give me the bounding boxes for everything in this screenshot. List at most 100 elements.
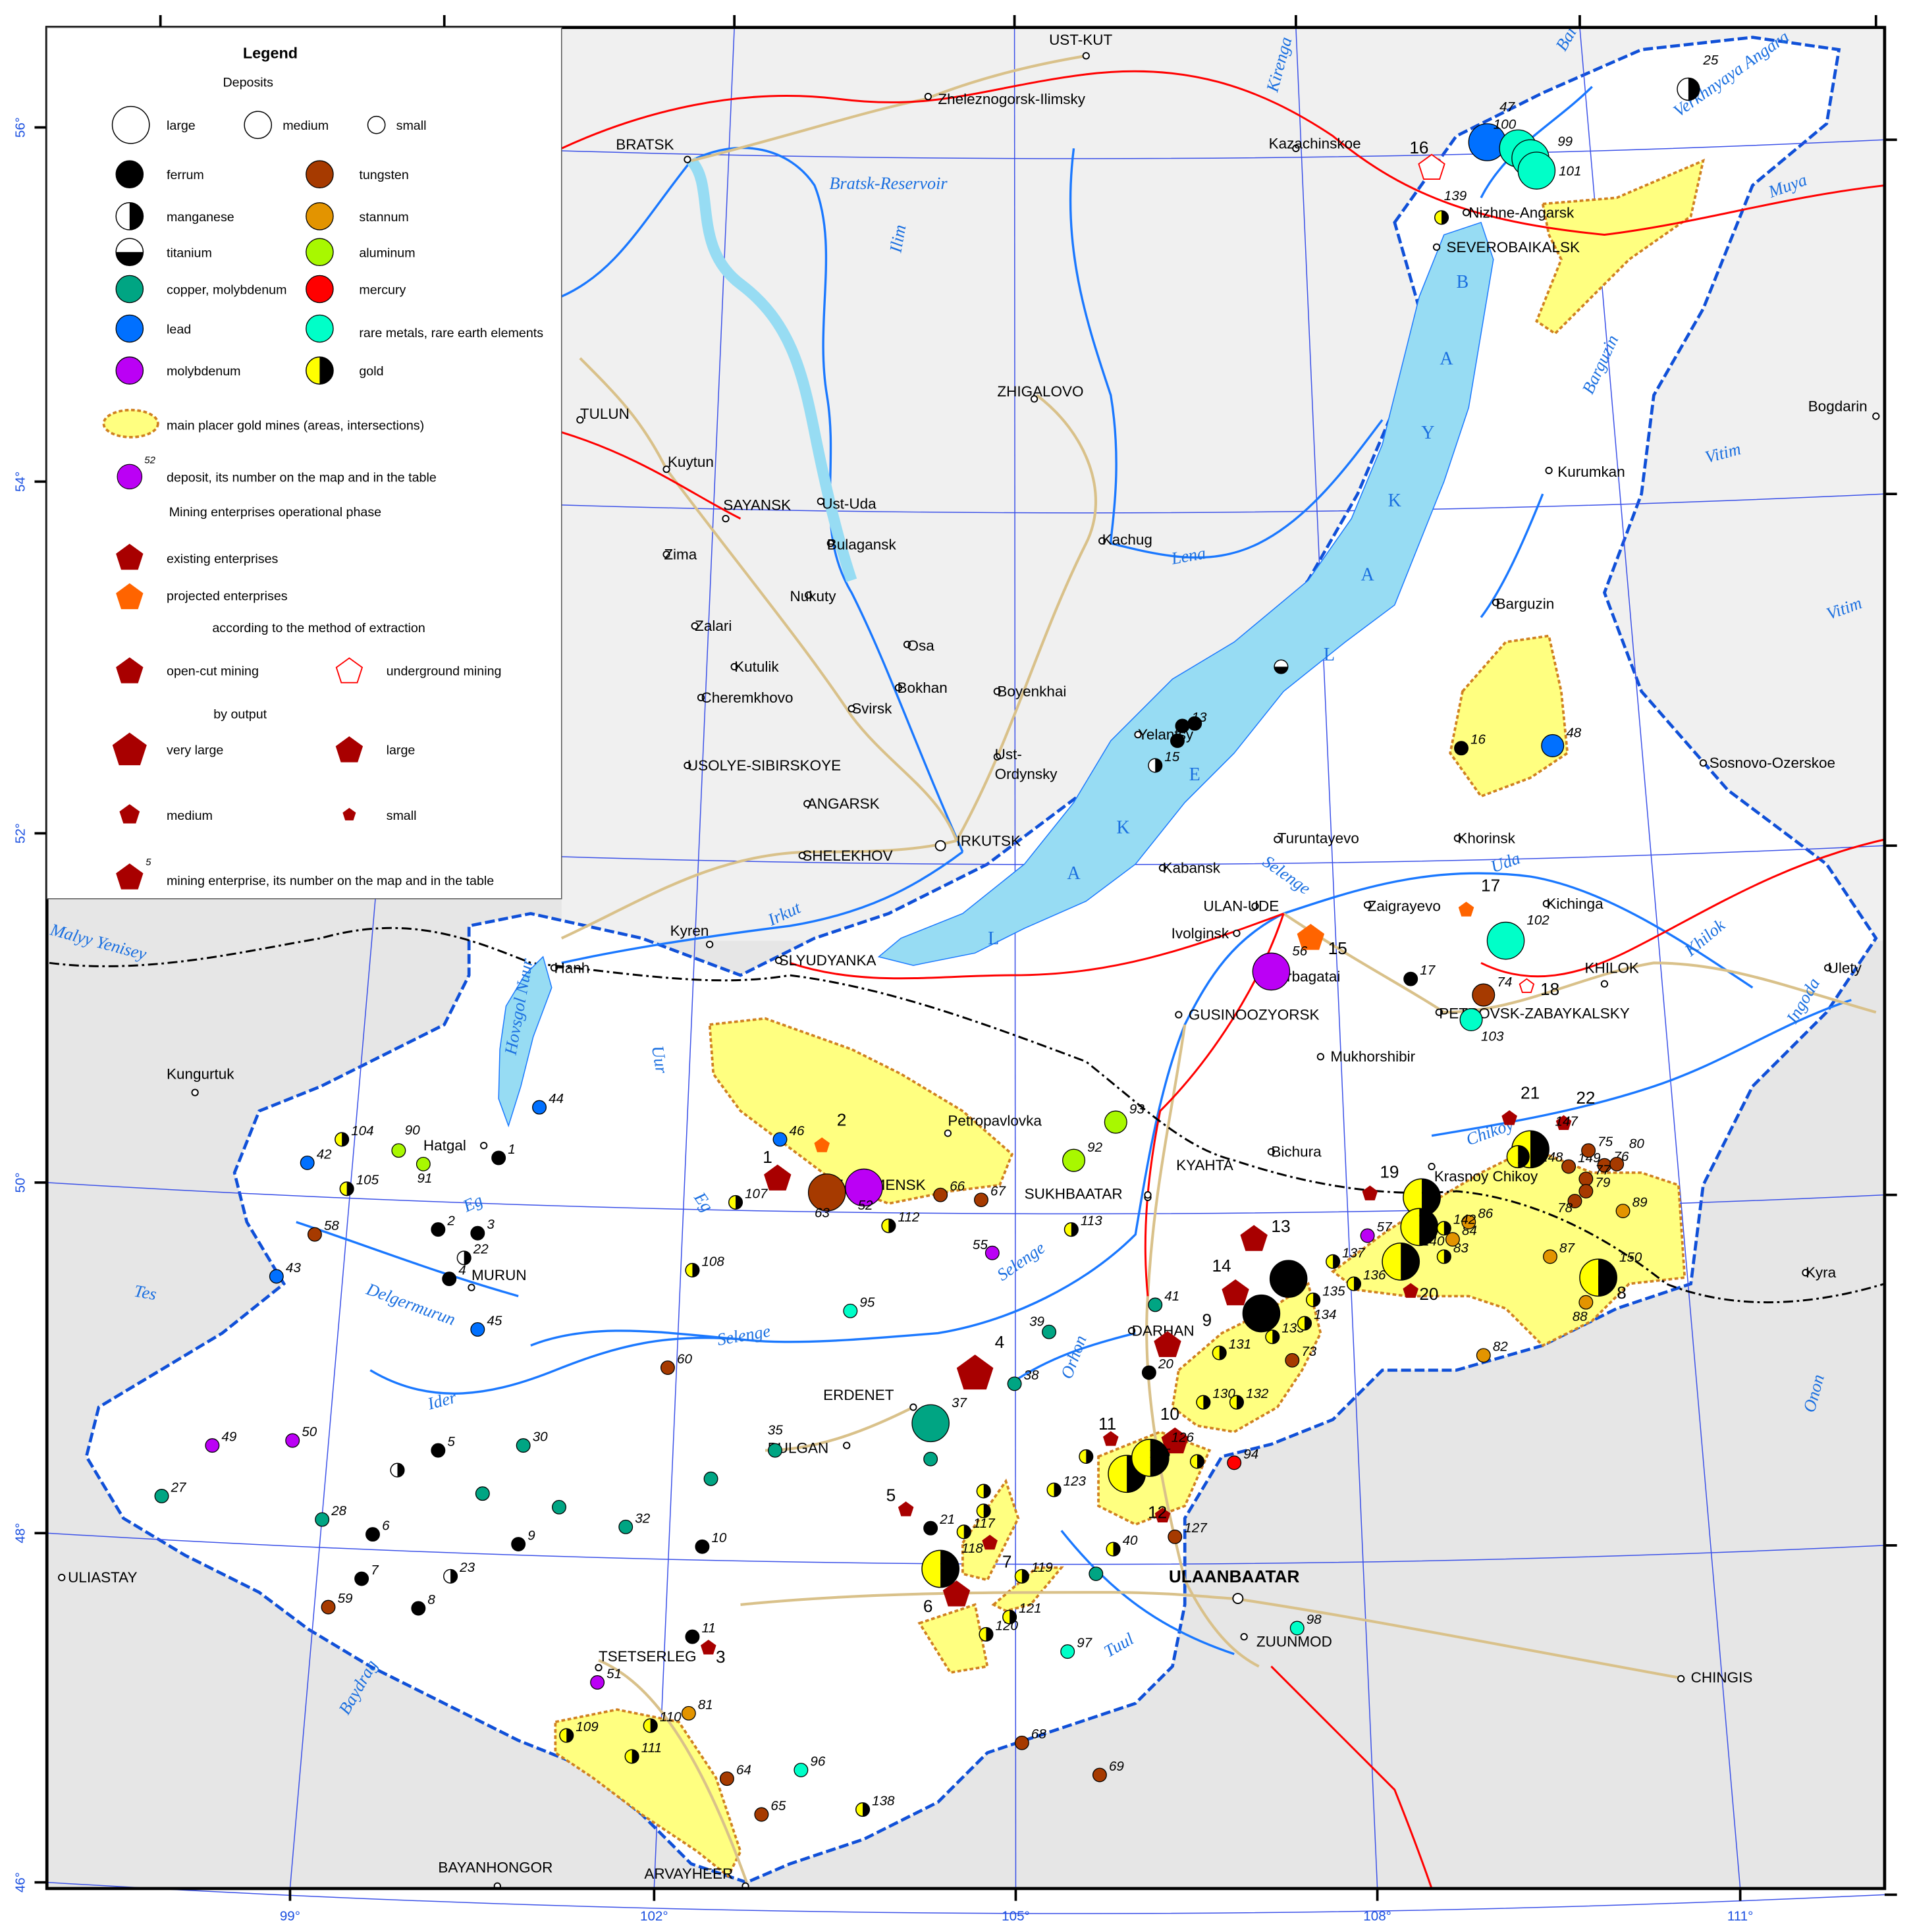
deposit-w-icon (1168, 1529, 1183, 1544)
deposit-au-icon (881, 1218, 896, 1233)
deposit-number: 81 (698, 1697, 713, 1712)
deposit-number: 105 (356, 1173, 379, 1188)
mineral-label: lead (167, 322, 191, 336)
deposit-number: 41 (1164, 1289, 1179, 1304)
deposit-number: 43 (286, 1260, 301, 1275)
deposit-number: 89 (1632, 1194, 1648, 1210)
mineral-label: ferrum (167, 168, 204, 182)
deposit-cu-icon (1007, 1376, 1022, 1391)
city-label: Kuytun (668, 454, 714, 470)
city-marker (706, 940, 714, 948)
deposit-w-icon (1092, 1767, 1107, 1783)
latitude-label: 48° (13, 1523, 28, 1543)
deposit-number: 113 (1081, 1214, 1102, 1229)
city-marker (1462, 209, 1470, 217)
river-line (1060, 1530, 1235, 1655)
enterprise-example-number: 5 (146, 857, 151, 868)
city-marker (1824, 964, 1832, 972)
city-label: Kungurtuk (167, 1065, 234, 1082)
very-large-output-icon (112, 732, 147, 766)
size-small-icon (367, 115, 386, 134)
deposit-number: 55 (973, 1237, 988, 1252)
deposit-ti-icon (1274, 659, 1289, 674)
deposit-re-icon (1517, 151, 1556, 190)
lake-name-letter: A (1067, 863, 1081, 884)
deposit-mo-icon (1360, 1228, 1375, 1243)
deposit-au-icon (1382, 1243, 1420, 1281)
existing-enterprise-icon (116, 543, 144, 570)
deposit-au-icon (1002, 1609, 1017, 1624)
placer-gold-area (991, 1566, 1064, 1613)
projected-label: projected enterprises (167, 589, 288, 603)
city-label: BRATSK (616, 136, 674, 153)
city-marker (1274, 836, 1281, 844)
city-label: SAYANSK (723, 496, 791, 513)
enterprise-existing-icon (1222, 1279, 1249, 1306)
deposit-number: 78 (1557, 1200, 1573, 1216)
deposit-number: 37 (952, 1395, 967, 1410)
enterprise-number: 22 (1576, 1088, 1595, 1108)
deposit-mn-icon (1677, 77, 1700, 101)
enterprise-existing-icon (982, 1534, 998, 1550)
mo-icon (115, 356, 144, 385)
city-label: Bogdarin (1808, 398, 1868, 415)
enterprise-number: 7 (1002, 1552, 1012, 1572)
river-label: Tes (132, 1281, 158, 1304)
city-label: ARVAYHEER (644, 1865, 733, 1882)
city-label: ANGARSK (807, 795, 880, 812)
deposit-cu-icon (315, 1512, 330, 1527)
deposit-number: 63 (815, 1205, 830, 1220)
deposit-cu-icon (923, 1451, 938, 1466)
city-label: ZUUNMOD (1256, 1634, 1332, 1650)
city-marker (843, 1441, 851, 1449)
enterprise-existing-icon (1555, 1115, 1572, 1130)
deposit-number: 64 (736, 1763, 751, 1778)
deposit-au-icon (624, 1749, 639, 1764)
deposit-number: 119 (1031, 1560, 1053, 1575)
city-label: Zima (664, 546, 697, 562)
city-label: Bulagansk (827, 536, 897, 552)
road-line (560, 839, 957, 940)
city-marker (1542, 899, 1550, 907)
mineral-label: gold (359, 364, 383, 379)
deposit-fe-icon (923, 1520, 938, 1536)
enterprise-number: 6 (923, 1596, 933, 1616)
mineral-label: copper, molybdenum (167, 283, 286, 298)
deposit-w-icon (754, 1807, 769, 1822)
latitude-label: 54° (13, 471, 28, 492)
deposit-number: 49 (221, 1430, 236, 1445)
regional-border (1480, 838, 1885, 978)
deposit-number: 102 (1526, 913, 1549, 928)
city-marker (993, 687, 1001, 695)
opencut-mining-icon (116, 657, 144, 684)
latitude-label: 56° (13, 117, 28, 138)
deposit-number: 123 (1064, 1474, 1087, 1489)
deposit-number: 87 (1559, 1241, 1575, 1256)
deposit-number: 48 (1566, 725, 1581, 740)
deposit-number: 38 (1024, 1368, 1039, 1383)
deposit-number: 93 (1129, 1102, 1145, 1117)
deposit-mo-icon (1252, 952, 1291, 991)
deposit-number: 147 (1555, 1114, 1578, 1129)
deposit-number: 98 (1307, 1612, 1322, 1627)
deposit-fe-icon (431, 1443, 446, 1458)
deposit-fe-icon (1454, 741, 1469, 756)
city-marker (684, 155, 691, 163)
deposit-number: 107 (745, 1186, 768, 1201)
city-label: Petropavlovka (948, 1113, 1042, 1129)
deposit-re-icon (1486, 921, 1525, 960)
road-line (1233, 1597, 1685, 1680)
placer-label: main placer gold mines (areas, intersect… (167, 419, 424, 433)
legend-box (46, 26, 562, 899)
city-marker (662, 466, 670, 473)
meridian-line (1579, 27, 1741, 1889)
deposit-re-icon (1060, 1644, 1075, 1659)
city-marker (1316, 1053, 1325, 1061)
deposit-number: 28 (331, 1503, 346, 1518)
enterprise-projected-icon (814, 1137, 830, 1152)
river-line (1480, 493, 1544, 618)
deposit-sn-icon (1543, 1249, 1557, 1264)
city-marker (909, 1403, 917, 1411)
city-marker (550, 964, 558, 972)
city-label: Zheleznogorsk-Ilimsky (938, 91, 1085, 107)
